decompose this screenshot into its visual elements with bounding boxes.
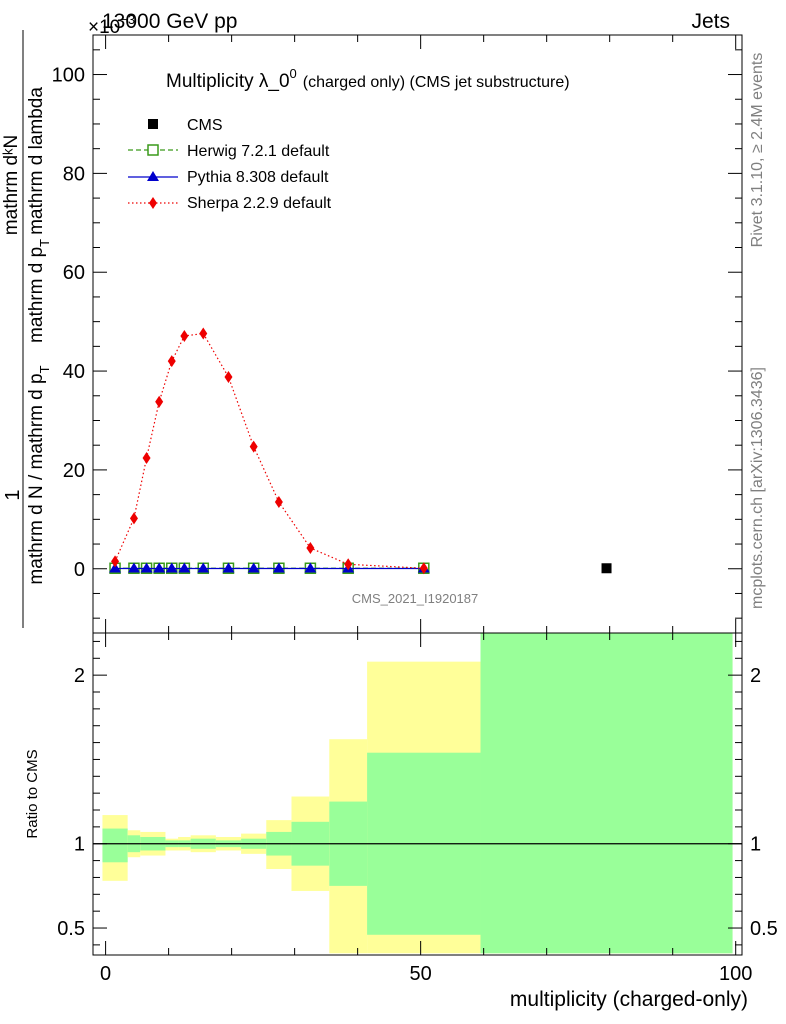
data-point-pythia <box>247 562 260 573</box>
data-point-sherpa <box>344 558 353 571</box>
main-ytick-label: 60 <box>63 262 85 284</box>
data-point-sherpa <box>274 496 283 509</box>
data-point-pythia <box>153 562 166 573</box>
main-ytick-label: 80 <box>63 163 85 185</box>
data-point-sherpa <box>111 555 120 568</box>
legend-marker-herwig <box>147 144 159 156</box>
data-point-sherpa <box>167 355 176 368</box>
exponent-label: ×10−3 <box>88 12 135 38</box>
legend-label-herwig: Herwig 7.2.1 default <box>187 143 330 160</box>
ratio-ytick-label: 1 <box>74 834 85 856</box>
ratio-band-green <box>102 828 128 863</box>
ylabel-numerator-one: 1 <box>2 489 24 500</box>
legend-marker-cms <box>148 119 158 129</box>
main-ticks: 0 20 40 60 80 100 <box>52 35 742 633</box>
legend-label-pythia: Pythia 8.308 default <box>187 169 329 186</box>
data-point-sherpa <box>199 327 208 340</box>
main-ytick-label: 40 <box>63 361 85 383</box>
main-ytick-label: 0 <box>74 559 85 581</box>
data-point-pythia <box>197 562 210 573</box>
data-point-sherpa <box>155 395 164 408</box>
data-point-pythia <box>222 562 235 573</box>
x-tick-label: 100 <box>719 963 752 985</box>
process-label: Jets <box>691 10 730 33</box>
ratio-ytick-label: 0.5 <box>57 918 85 940</box>
data-point-sherpa <box>180 329 189 342</box>
legend-marker-sherpa <box>149 197 157 209</box>
rivet-label: Rivet 3.1.10, ≥ 2.4M events <box>749 53 766 248</box>
ratio-bands <box>102 633 733 954</box>
ratio-panel: 0.5 0.5 1 1 2 2 0 50 100 Ratio to CMS multiplici… <box>24 632 778 1011</box>
ratio-ytick-label-right: 2 <box>750 665 761 687</box>
data-point-sherpa <box>249 440 258 453</box>
legend-entry-herwig: Herwig 7.2.1 default <box>128 143 330 160</box>
data-point-cms <box>601 563 612 574</box>
ratio-ytick-label-right: 0.5 <box>750 918 778 940</box>
ylabel-numerator-dn: mathrm dᵏN <box>1 135 22 235</box>
x-axis-label: multiplicity (charged-only) <box>510 988 748 1011</box>
legend: CMS Herwig 7.2.1 default Pythia 8.308 de… <box>128 117 332 212</box>
ylabel-numerator-tail: mathrm d pTmathrm d lambda <box>26 87 52 343</box>
legend-entry-sherpa: Sherpa 2.2.9 default <box>128 195 332 212</box>
x-tick-label: 50 <box>410 963 432 985</box>
ratio-ylabel: Ratio to CMS <box>24 749 41 838</box>
data-point-pythia <box>109 562 122 573</box>
mcplots-label: mcplots.cern.ch [arXiv:1306.3436] <box>749 367 766 609</box>
data-point-pythia <box>304 562 317 573</box>
x-tick-label: 0 <box>100 963 111 985</box>
ratio-frame <box>92 632 743 956</box>
ratio-ytick-label-right: 1 <box>750 834 761 856</box>
legend-entry-cms: CMS <box>148 117 223 134</box>
main-series <box>109 327 612 575</box>
main-ytick-label: 20 <box>63 460 85 482</box>
energy-label: 13000 GeV pp <box>102 10 237 33</box>
ratio-ytick-label: 2 <box>74 665 85 687</box>
main-ytick-label: 100 <box>52 65 85 87</box>
data-point-sherpa <box>306 541 315 554</box>
ylabel-denominator: mathrm d N / mathrm d pT <box>26 365 52 584</box>
data-point-sherpa <box>419 562 428 575</box>
data-point-sherpa <box>142 452 151 465</box>
data-point-pythia <box>127 562 140 573</box>
ratio-band-green <box>480 633 733 954</box>
data-point-sherpa <box>129 512 138 525</box>
data-point-pythia <box>178 562 191 573</box>
series-line-sherpa <box>114 332 424 569</box>
main-title: Multiplicity λ_00(charged only) (CMS jet… <box>166 66 570 92</box>
data-point-pythia <box>272 562 285 573</box>
data-point-sherpa <box>224 370 233 383</box>
legend-label-cms: CMS <box>187 117 223 134</box>
data-point-pythia <box>165 562 178 573</box>
data-point-pythia <box>140 562 153 573</box>
legend-entry-pythia: Pythia 8.308 default <box>128 169 329 186</box>
main-panel: CMS_2021_I1920187 0 20 40 60 80 100 Multiplic… <box>1 30 743 634</box>
legend-marker-pythia <box>147 171 159 181</box>
main-ylabel: 1 mathrm d N / mathrm d pT mathrm dᵏN ma… <box>1 30 52 628</box>
legend-label-sherpa: Sherpa 2.2.9 default <box>187 195 332 212</box>
ratio-ticks: 0.5 0.5 1 1 2 2 0 50 100 <box>57 633 778 985</box>
analysis-watermark: CMS_2021_I1920187 <box>352 591 479 606</box>
